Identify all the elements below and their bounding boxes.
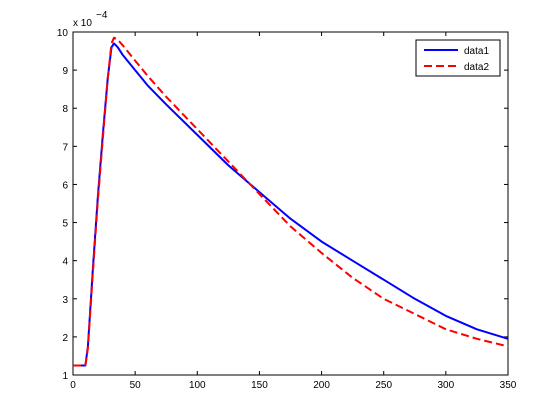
y-tick-label: 1 <box>62 371 68 382</box>
x-axis: 0 50 100 150 200 250 300 350 <box>70 32 517 391</box>
y-axis-multiplier-exponent: −4 <box>96 10 108 21</box>
y-axis-multiplier: x 10 <box>73 18 92 29</box>
legend-label-data1: data1 <box>464 46 489 57</box>
x-tick-label: 100 <box>189 380 206 391</box>
y-tick-label: 3 <box>62 295 68 306</box>
x-tick-label: 0 <box>70 380 76 391</box>
legend-box <box>415 39 501 77</box>
y-tick-label: 4 <box>62 257 68 268</box>
x-tick-label: 250 <box>375 380 392 391</box>
y-tick-label: 5 <box>62 219 68 230</box>
y-tick-label: 8 <box>62 104 68 115</box>
y-tick-label: 6 <box>62 180 68 191</box>
x-tick-label: 50 <box>130 380 142 391</box>
series-line-data2 <box>73 36 509 367</box>
y-tick-label: 9 <box>62 66 68 77</box>
legend-label-data2: data2 <box>464 62 489 73</box>
x-tick-label: 150 <box>251 380 268 391</box>
x-tick-label: 200 <box>313 380 330 391</box>
y-tick-label: 2 <box>62 333 68 344</box>
plot-frame <box>72 31 509 376</box>
x-tick-label: 300 <box>438 380 455 391</box>
series-layer <box>73 36 509 367</box>
plot-area <box>72 31 509 376</box>
y-tick-label: 7 <box>62 142 68 153</box>
y-tick-label: 10 <box>57 28 69 39</box>
x-tick-label: 350 <box>500 380 517 391</box>
legend: data1 data2 <box>415 39 501 77</box>
